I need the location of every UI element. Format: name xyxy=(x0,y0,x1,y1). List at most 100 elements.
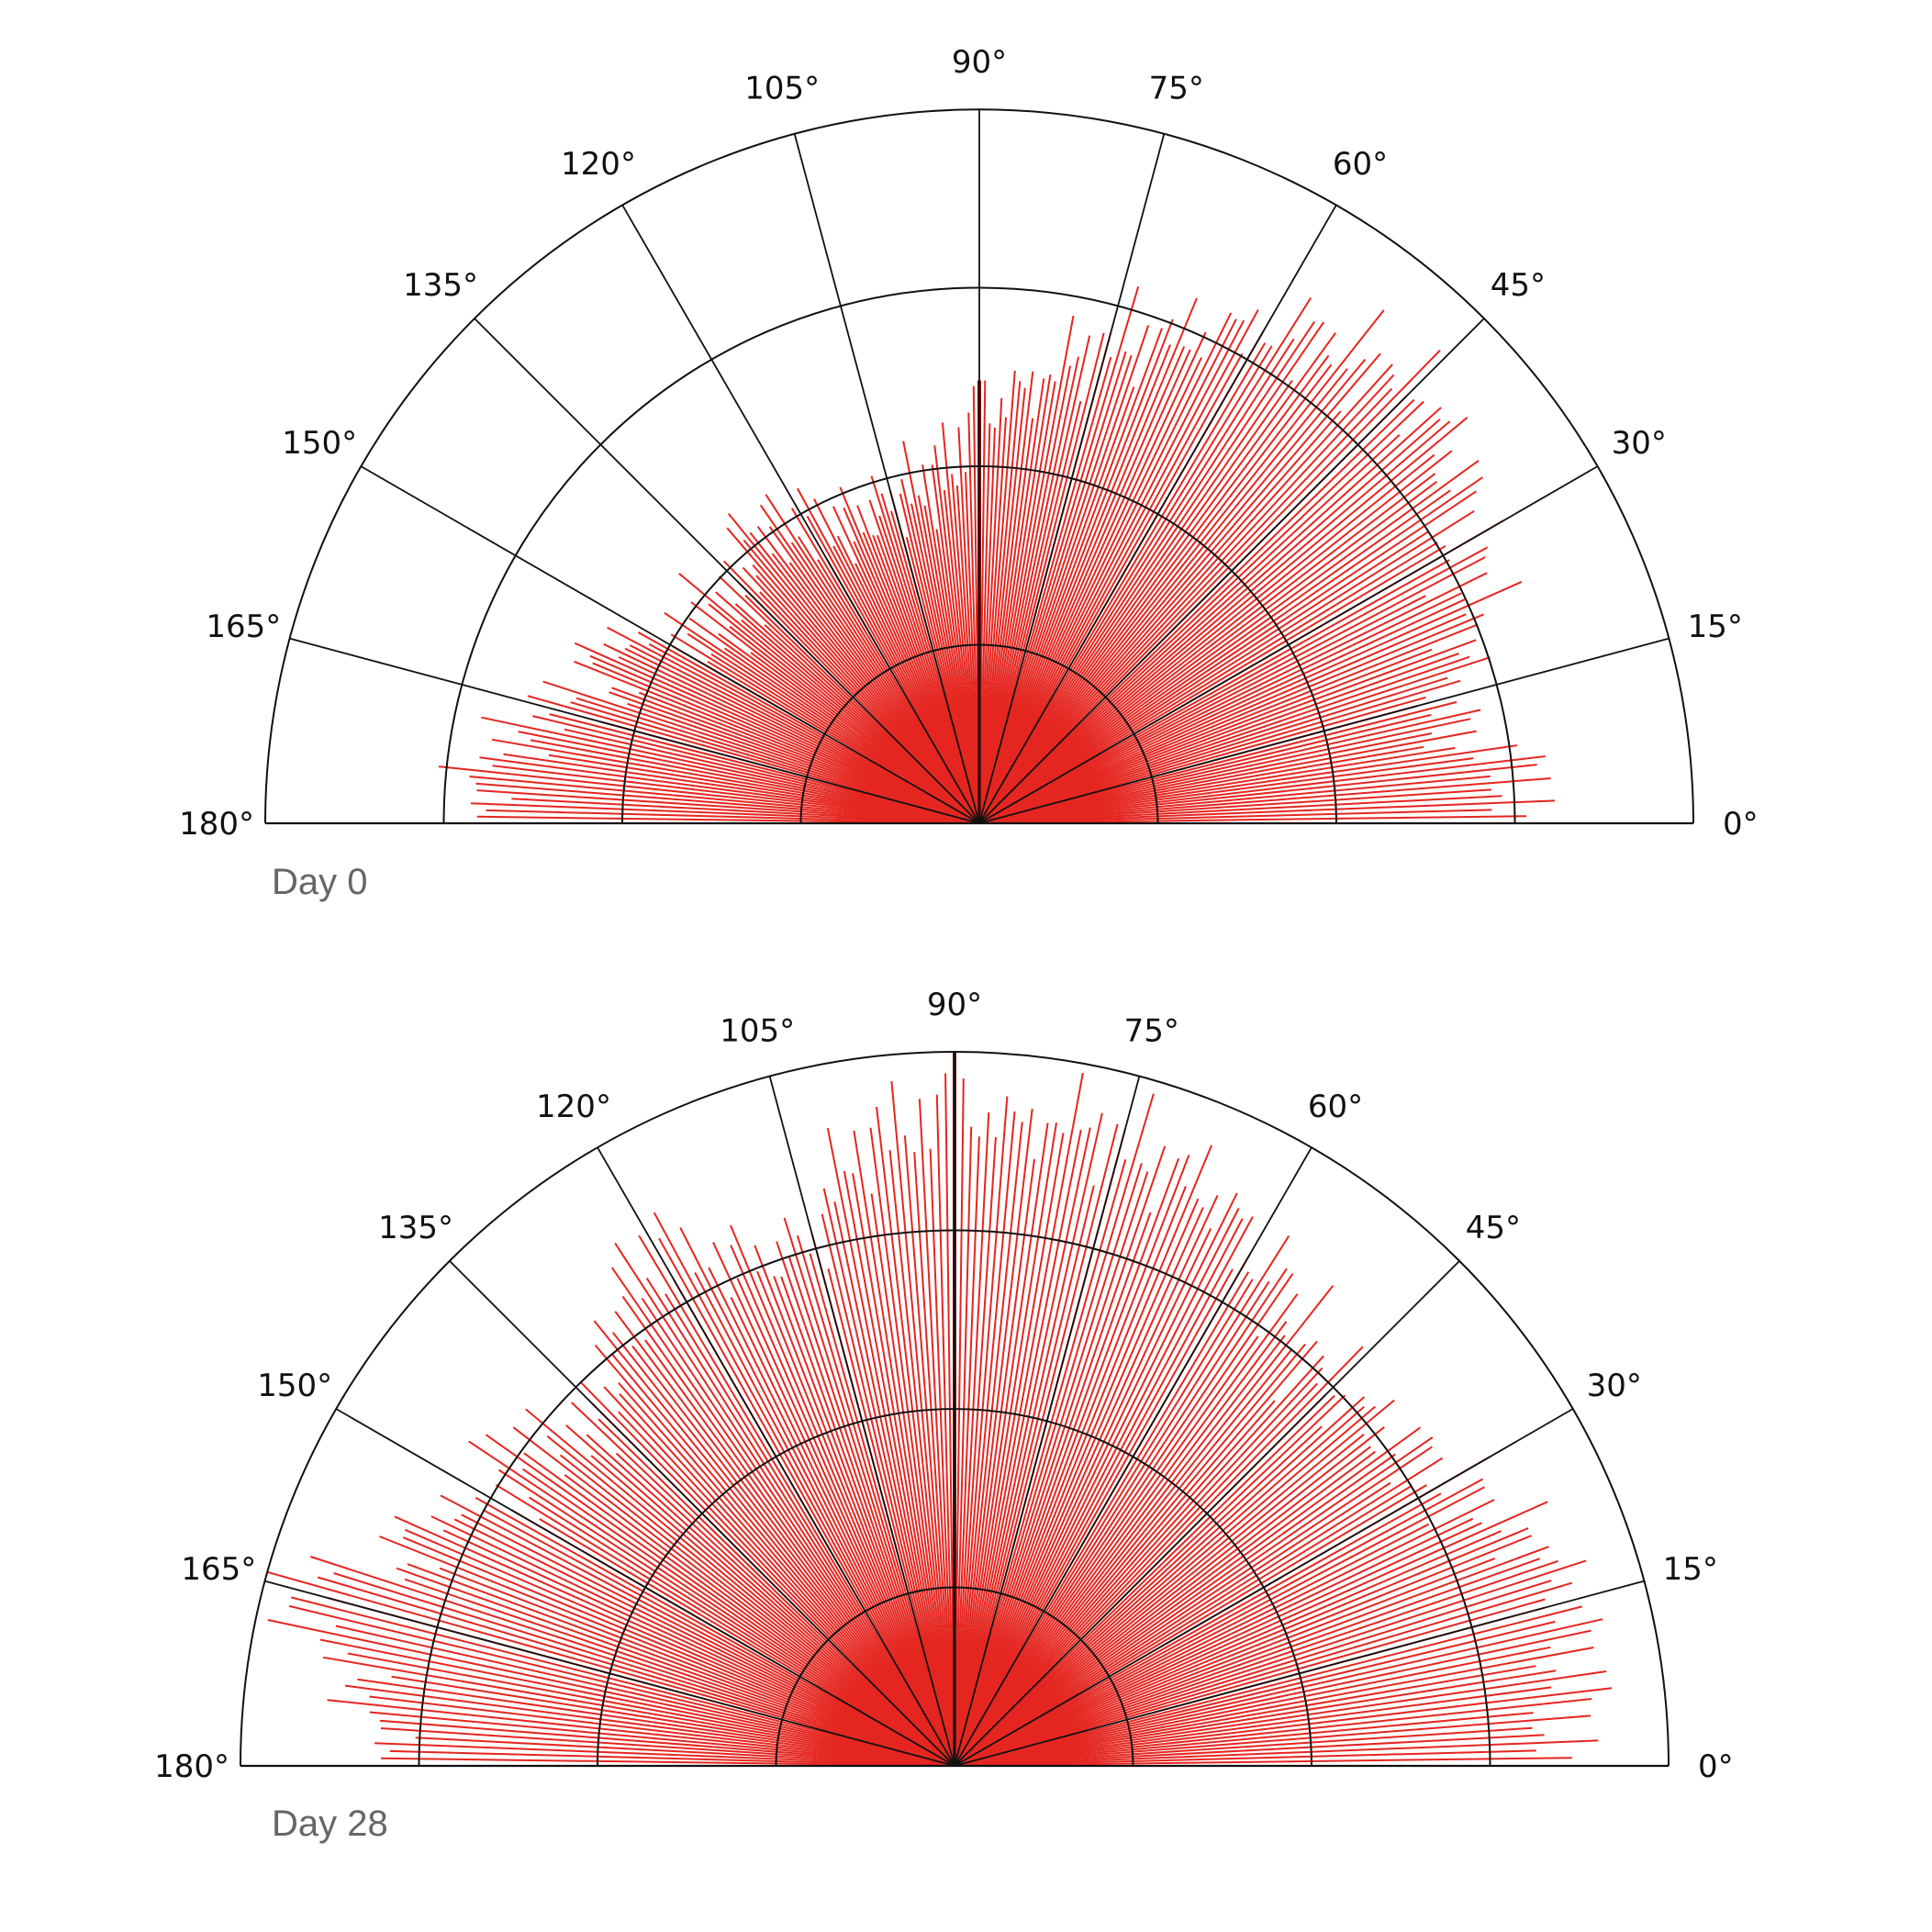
ray-line xyxy=(954,1186,1187,1767)
angle-spoke xyxy=(449,1260,955,1767)
angle-spoke xyxy=(474,318,980,824)
ray-line xyxy=(954,1108,1033,1767)
ray-line xyxy=(954,1145,1213,1767)
angle-spoke xyxy=(978,204,1337,824)
ray-line xyxy=(954,1127,1091,1767)
angle-tick-label: 150° xyxy=(282,425,357,462)
ray-line xyxy=(852,1173,955,1767)
ray-line xyxy=(954,1137,997,1767)
angle-tick-label: 30° xyxy=(1612,425,1667,462)
ray-line xyxy=(954,1194,1219,1767)
ray-line xyxy=(954,1157,1180,1767)
ray-line xyxy=(876,1106,955,1767)
ray-line xyxy=(954,1171,1149,1767)
angle-tick-label: 120° xyxy=(536,1089,611,1125)
ray-line xyxy=(783,1217,955,1767)
ray-line xyxy=(903,1135,955,1767)
ray-line xyxy=(826,1127,955,1767)
ray-group xyxy=(438,286,1556,824)
angle-tick-label: 45° xyxy=(1491,267,1546,304)
ray-line xyxy=(954,1123,1119,1767)
angle-spoke xyxy=(954,1146,1312,1767)
ray-line xyxy=(843,1170,955,1767)
ray-line xyxy=(954,1093,1155,1767)
ray-line xyxy=(954,1212,1152,1767)
ray-line xyxy=(954,1228,1212,1767)
angle-tick-label: 150° xyxy=(257,1368,332,1404)
ray-line xyxy=(954,1198,1200,1767)
ray-line xyxy=(978,332,1337,824)
angle-spoke xyxy=(264,1580,955,1767)
ray-line xyxy=(653,1212,955,1767)
polar-grid xyxy=(240,1051,1670,1768)
ray-line xyxy=(935,1094,955,1767)
angle-spoke xyxy=(360,465,980,824)
angle-tick-label: 180° xyxy=(154,1748,229,1785)
ray-line xyxy=(978,363,1393,824)
angle-tick-label: 180° xyxy=(179,806,254,843)
ray-line xyxy=(954,1111,1016,1767)
angle-tick-labels: 0° 15° 30° 45° 60° 75° 90° 105° 120° 135° 150° 165°… xyxy=(154,987,1734,1785)
ray-line xyxy=(913,1152,955,1767)
ray-line xyxy=(610,1267,955,1767)
angle-spoke xyxy=(978,465,1599,824)
ray-line xyxy=(954,1072,1084,1767)
ray-line xyxy=(954,1208,1240,1767)
polar-grid xyxy=(264,108,1694,825)
angle-tick-labels: 0° 15° 30° 45° 60° 75° 90° 105° 120° 135° 150° 165°… xyxy=(179,44,1759,843)
angle-spoke xyxy=(978,318,1485,824)
angle-tick-label: 45° xyxy=(1466,1210,1521,1246)
panel-label-day-0: Day 0 xyxy=(272,862,368,902)
angle-tick-label: 60° xyxy=(1333,146,1388,183)
ray-line xyxy=(730,1224,955,1767)
ray-line xyxy=(890,1080,955,1767)
ray-line xyxy=(954,1185,1095,1767)
ray-line xyxy=(978,309,1385,824)
ray-line xyxy=(954,1207,1204,1767)
angle-spoke xyxy=(793,133,980,824)
ray-line xyxy=(658,1237,955,1767)
ray-line xyxy=(954,1234,1290,1767)
angle-spoke xyxy=(954,1260,1460,1767)
ray-line xyxy=(638,1234,955,1767)
angle-spoke xyxy=(954,1076,1141,1767)
angle-spoke xyxy=(978,133,1166,824)
ray-line xyxy=(978,352,1381,824)
angle-tick-label: 75° xyxy=(1124,1012,1179,1049)
angle-spoke xyxy=(597,1146,955,1767)
ray-line xyxy=(954,1163,1143,1767)
ray-line xyxy=(954,1285,1335,1767)
angle-tick-label: 0° xyxy=(1698,1748,1734,1785)
ray-line xyxy=(954,1122,1057,1767)
ray-line xyxy=(888,1149,955,1767)
angle-tick-label: 165° xyxy=(206,609,281,645)
angle-spoke xyxy=(621,204,980,824)
ray-line xyxy=(954,1155,1190,1767)
ray-group xyxy=(266,1052,1613,1767)
angle-tick-label: 15° xyxy=(1663,1551,1718,1588)
angle-tick-label: 90° xyxy=(952,44,1007,81)
ray-line xyxy=(833,1201,955,1767)
ray-line xyxy=(929,1148,955,1767)
ray-line xyxy=(954,1158,1035,1767)
angle-tick-label: 120° xyxy=(561,146,636,183)
angle-tick-label: 75° xyxy=(1149,70,1204,106)
angle-tick-label: 135° xyxy=(378,1210,453,1246)
angle-tick-label: 165° xyxy=(181,1551,256,1588)
angle-spoke xyxy=(289,637,980,824)
ray-line xyxy=(614,1242,955,1767)
panel-label-day-28: Day 28 xyxy=(272,1804,388,1844)
angle-spoke xyxy=(335,1408,955,1767)
ray-line xyxy=(954,1126,973,1767)
angle-tick-label: 105° xyxy=(744,70,820,106)
ray-line xyxy=(954,1136,980,1767)
ray-line xyxy=(978,321,1325,824)
angle-spoke xyxy=(978,637,1670,824)
angle-spoke xyxy=(954,1408,1574,1767)
angle-tick-label: 60° xyxy=(1308,1089,1363,1125)
ray-line xyxy=(822,1188,955,1767)
ray-line xyxy=(978,320,1316,824)
ray-line xyxy=(954,1112,990,1767)
ray-line xyxy=(978,296,1312,824)
